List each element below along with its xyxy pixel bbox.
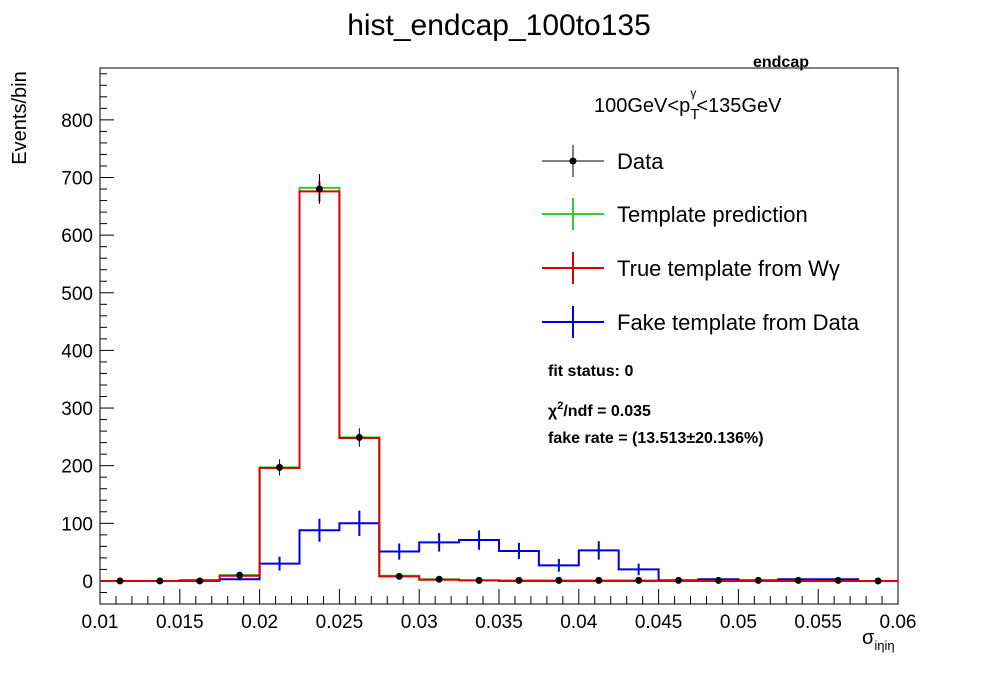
- data-point: [156, 577, 164, 585]
- data-point: [315, 185, 323, 193]
- pt-range-label: 100GeV<pTγ<135GeV: [594, 86, 782, 123]
- data-point: [395, 572, 403, 580]
- data-points-layer: [116, 174, 882, 585]
- y-tick-label: 700: [61, 169, 93, 190]
- legend-entry-label: Template prediction: [617, 202, 808, 227]
- y-tick-label: 600: [61, 226, 93, 247]
- data-point: [874, 577, 882, 585]
- fit-status-label: fit status: 0: [548, 363, 633, 380]
- legend: Data Template prediction True template fro…: [542, 145, 860, 338]
- x-tick-label: 0.01: [82, 612, 119, 633]
- data-point: [196, 577, 204, 585]
- y-tick-label: 300: [61, 399, 93, 420]
- data-point: [116, 577, 124, 585]
- x-tick-label: 0.05: [720, 612, 757, 633]
- chi2-label: χ2/ndf = 0.035: [548, 400, 651, 420]
- chi2-symbol: χ: [548, 403, 558, 420]
- data-point: [355, 433, 363, 441]
- data-point: [834, 576, 842, 584]
- data-point: [276, 463, 284, 471]
- legend-entry-label: Data: [617, 149, 664, 174]
- chi2-ndf: /ndf = 0.035: [563, 403, 651, 420]
- data-point: [236, 571, 244, 579]
- x-axis-label-symbol: σ: [862, 627, 875, 649]
- pt-range-superscript: γ: [690, 86, 696, 100]
- legend-entry-label: Fake template from Data: [617, 310, 860, 335]
- x-tick-label: 0.02: [241, 612, 278, 633]
- data-point: [675, 576, 683, 584]
- data-point: [435, 575, 443, 583]
- y-tick-label: 400: [61, 341, 93, 362]
- x-tick-label: 0.055: [794, 612, 842, 633]
- y-tick-label: 500: [61, 284, 93, 305]
- y-tick-label: 100: [61, 514, 93, 535]
- x-axis-label: σiηiη: [862, 627, 895, 653]
- y-axis-label: Events/bin: [9, 71, 31, 164]
- series-true-template-from-w--line: [100, 190, 898, 582]
- data-point: [714, 576, 722, 584]
- legend-entry-label: True template from Wγ: [617, 256, 840, 281]
- pt-range-subscript: T: [690, 106, 699, 123]
- x-tick-label: 0.045: [635, 612, 683, 633]
- pt-range-suffix: <135GeV: [696, 95, 782, 117]
- y-tick-label: 800: [61, 111, 93, 132]
- data-point: [515, 576, 523, 584]
- x-tick-label: 0.025: [316, 612, 364, 633]
- x-tick-label: 0.04: [560, 612, 597, 633]
- fake-rate-label: fake rate = (13.513±20.136%): [548, 430, 764, 447]
- pt-range-prefix: 100GeV<p: [594, 95, 690, 117]
- data-point: [555, 576, 563, 584]
- y-tick-label: 200: [61, 457, 93, 478]
- data-point: [754, 576, 762, 584]
- x-axis-label-subscript: iηiη: [874, 638, 894, 653]
- y-axis: 0 100 200 300 400 500 600 700 800: [61, 73, 114, 605]
- x-tick-label: 0.015: [156, 612, 204, 633]
- y-tick-label: 0: [82, 572, 93, 593]
- chi2-superscript: 2: [557, 400, 563, 412]
- data-point: [635, 576, 643, 584]
- data-point: [794, 576, 802, 584]
- data-point: [475, 576, 483, 584]
- histogram-series-layer: [100, 180, 898, 582]
- x-axis: 0.01 0.015 0.02 0.025 0.03 0.035 0.04 0.045 0.05…: [82, 589, 917, 633]
- data-point: [595, 576, 603, 584]
- x-tick-label: 0.03: [401, 612, 438, 633]
- corner-label: endcap: [753, 54, 809, 71]
- x-tick-label: 0.035: [475, 612, 523, 633]
- x-tick-label: 0.06: [880, 612, 917, 633]
- chart-title: hist_endcap_100to135: [347, 9, 651, 42]
- legend-marker-dot: [569, 157, 577, 165]
